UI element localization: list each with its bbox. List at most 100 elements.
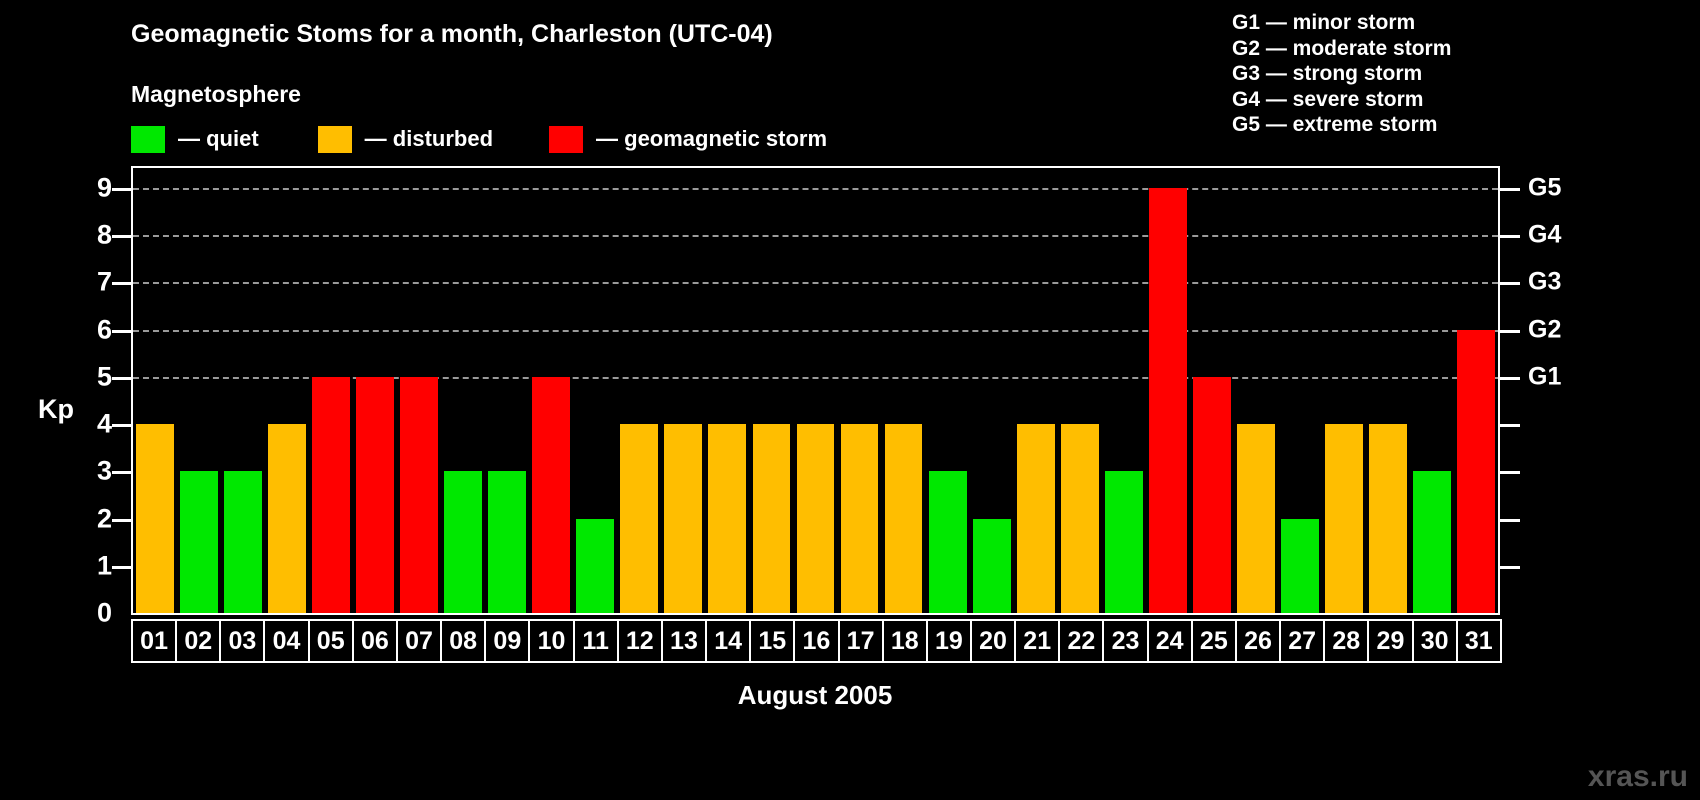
bar-day-05[interactable]: [312, 376, 351, 613]
day-label-26[interactable]: 26: [1234, 619, 1282, 663]
bar-day-04[interactable]: [268, 424, 307, 613]
bar-cell[interactable]: [353, 168, 397, 613]
bar-day-16[interactable]: [796, 424, 835, 613]
day-label-16[interactable]: 16: [793, 619, 840, 663]
day-label-13[interactable]: 13: [660, 619, 708, 663]
day-label-03[interactable]: 03: [219, 619, 266, 663]
bar-day-23[interactable]: [1104, 471, 1143, 613]
y-tick-mark-4: [112, 424, 131, 428]
bar-day-26[interactable]: [1236, 424, 1275, 613]
bar-day-31[interactable]: [1457, 329, 1495, 613]
day-label-14[interactable]: 14: [705, 619, 752, 663]
bar-cell[interactable]: [397, 168, 441, 613]
bar-cell[interactable]: [793, 168, 837, 613]
day-label-11[interactable]: 11: [572, 619, 619, 663]
day-label-15[interactable]: 15: [749, 619, 796, 663]
bar-day-12[interactable]: [620, 424, 659, 613]
day-label-30[interactable]: 30: [1411, 619, 1458, 663]
day-label-24[interactable]: 24: [1146, 619, 1193, 663]
y-tick-mark-6: [112, 329, 131, 333]
bar-cell[interactable]: [838, 168, 882, 613]
day-label-01[interactable]: 01: [131, 619, 178, 663]
bar-day-27[interactable]: [1280, 518, 1319, 613]
bar-cell[interactable]: [265, 168, 309, 613]
bar-cell[interactable]: [1234, 168, 1278, 613]
bar-day-02[interactable]: [180, 471, 218, 613]
bar-day-20[interactable]: [972, 518, 1011, 613]
bar-day-21[interactable]: [1016, 424, 1055, 613]
bar-day-10[interactable]: [532, 376, 571, 613]
bar-day-08[interactable]: [444, 471, 483, 613]
bar-day-28[interactable]: [1324, 424, 1363, 613]
bar-cell[interactable]: [1102, 168, 1146, 613]
bar-cell[interactable]: [221, 168, 265, 613]
bar-day-03[interactable]: [224, 471, 262, 613]
day-label-29[interactable]: 29: [1367, 619, 1414, 663]
day-label-08[interactable]: 08: [440, 619, 487, 663]
bar-cell[interactable]: [882, 168, 926, 613]
bar-cell[interactable]: [749, 168, 793, 613]
bar-cell[interactable]: [1014, 168, 1058, 613]
bar-day-30[interactable]: [1412, 471, 1451, 613]
bar-cell[interactable]: [1058, 168, 1102, 613]
bar-cell[interactable]: [1322, 168, 1366, 613]
day-label-22[interactable]: 22: [1058, 619, 1105, 663]
bar-day-11[interactable]: [576, 518, 615, 613]
day-label-18[interactable]: 18: [881, 619, 928, 663]
day-label-10[interactable]: 10: [528, 619, 575, 663]
bar-day-09[interactable]: [488, 471, 527, 613]
day-label-02[interactable]: 02: [175, 619, 222, 663]
bar-cell[interactable]: [1146, 168, 1190, 613]
day-label-19[interactable]: 19: [925, 619, 972, 663]
bar-cell[interactable]: [133, 168, 177, 613]
day-label-25[interactable]: 25: [1190, 619, 1237, 663]
day-label-27[interactable]: 27: [1279, 619, 1326, 663]
bar-cell[interactable]: [617, 168, 661, 613]
bar-day-24[interactable]: [1148, 188, 1187, 613]
bar-cell[interactable]: [441, 168, 485, 613]
day-label-09[interactable]: 09: [484, 619, 531, 663]
bar-cell[interactable]: [1190, 168, 1234, 613]
bar-cell[interactable]: [926, 168, 970, 613]
bar-day-06[interactable]: [356, 376, 395, 613]
bar-day-17[interactable]: [840, 424, 879, 613]
bar-cell[interactable]: [1454, 168, 1498, 613]
g-axis-label-g3: G3: [1528, 267, 1562, 296]
day-label-17[interactable]: 17: [837, 619, 884, 663]
bar-day-15[interactable]: [752, 424, 791, 613]
bar-day-19[interactable]: [928, 471, 967, 613]
bar-cell[interactable]: [1410, 168, 1454, 613]
bar-cell[interactable]: [529, 168, 573, 613]
day-label-05[interactable]: 05: [307, 619, 354, 663]
bar-day-22[interactable]: [1060, 424, 1099, 613]
bar-cell[interactable]: [1366, 168, 1410, 613]
bar-cell[interactable]: [661, 168, 705, 613]
day-label-28[interactable]: 28: [1323, 619, 1370, 663]
g-axis-tick-4: [1500, 424, 1520, 428]
bar-day-13[interactable]: [664, 424, 703, 613]
day-label-31[interactable]: 31: [1455, 619, 1502, 663]
day-label-20[interactable]: 20: [969, 619, 1017, 663]
bar-day-07[interactable]: [400, 376, 439, 613]
gscale-row-g3: G3 — strong storm: [1232, 62, 1423, 85]
bar-cell[interactable]: [970, 168, 1014, 613]
bar-cell[interactable]: [309, 168, 353, 613]
day-label-04[interactable]: 04: [263, 619, 310, 663]
day-label-12[interactable]: 12: [616, 619, 663, 663]
bar-day-01[interactable]: [136, 424, 174, 613]
bar-cell[interactable]: [705, 168, 749, 613]
legend-item-disturbed: — disturbed: [317, 125, 493, 153]
bar-cell[interactable]: [573, 168, 617, 613]
bar-day-25[interactable]: [1192, 376, 1231, 613]
bar-day-29[interactable]: [1368, 424, 1407, 613]
bar-day-18[interactable]: [884, 424, 923, 613]
day-label-07[interactable]: 07: [395, 619, 443, 663]
bar-cell[interactable]: [485, 168, 529, 613]
bar-cell[interactable]: [1278, 168, 1322, 613]
day-label-06[interactable]: 06: [351, 619, 398, 663]
day-label-21[interactable]: 21: [1014, 619, 1061, 663]
day-label-23[interactable]: 23: [1102, 619, 1149, 663]
y-axis-title: Kp: [38, 394, 74, 424]
bar-cell[interactable]: [177, 168, 221, 613]
bar-day-14[interactable]: [708, 424, 747, 613]
